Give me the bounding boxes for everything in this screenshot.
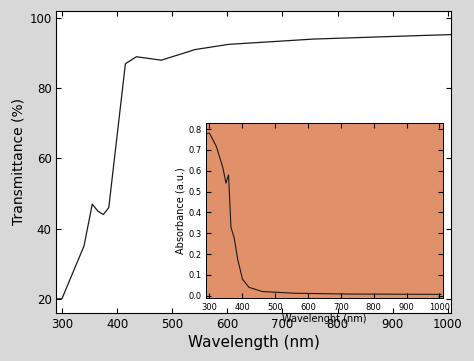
X-axis label: Wavelenght (nm): Wavelenght (nm) (282, 314, 367, 325)
Y-axis label: Transmittance (%): Transmittance (%) (11, 99, 25, 226)
Y-axis label: Absorbance (a.u.): Absorbance (a.u.) (175, 167, 185, 254)
X-axis label: Wavelength (nm): Wavelength (nm) (188, 335, 319, 350)
